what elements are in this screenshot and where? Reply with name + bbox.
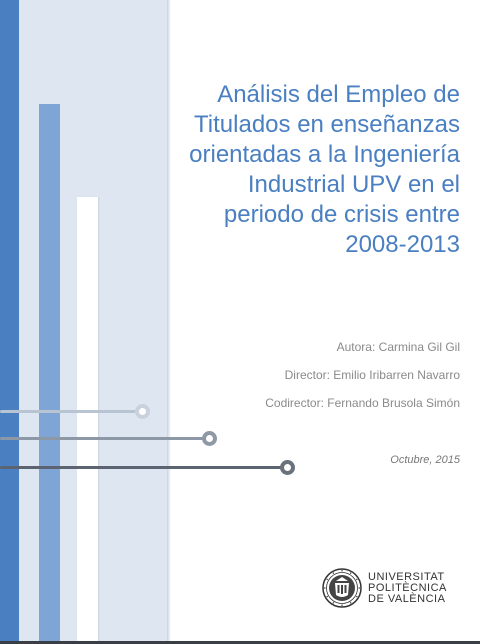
- decorative-bar-white: [77, 197, 98, 644]
- date-line: Octubre, 2015: [390, 454, 460, 466]
- connector-line-3: [0, 466, 283, 469]
- panel-shadow: [167, 0, 171, 644]
- university-logo: UNIVERSITAT POLITÈCNICA DE VALÈNCIA: [322, 568, 447, 608]
- bottom-edge: [0, 641, 480, 644]
- connector-line-1: [0, 410, 138, 413]
- director-line: Director: Emilio Iribarren Navarro: [284, 368, 460, 382]
- university-name: UNIVERSITAT POLITÈCNICA DE VALÈNCIA: [368, 570, 447, 605]
- university-name-line-1: UNIVERSITAT: [368, 570, 445, 583]
- decorative-bar-dark: [0, 0, 19, 644]
- university-seal-icon: [322, 568, 362, 608]
- university-name-line-3: DE VALÈNCIA: [368, 592, 446, 605]
- connector-node-3: [280, 460, 295, 475]
- decorative-bar-medium: [39, 104, 60, 644]
- university-name-line-2: POLITÈCNICA: [368, 581, 447, 594]
- connector-line-2: [0, 437, 205, 440]
- document-title: Análisis del Empleo de Titulados en ense…: [189, 81, 460, 258]
- codirector-line: Codirector: Fernando Brusola Simón: [265, 396, 460, 410]
- connector-node-1: [135, 404, 150, 419]
- author-line: Autora: Carmina Gil Gil: [336, 340, 460, 354]
- connector-node-2: [202, 431, 217, 446]
